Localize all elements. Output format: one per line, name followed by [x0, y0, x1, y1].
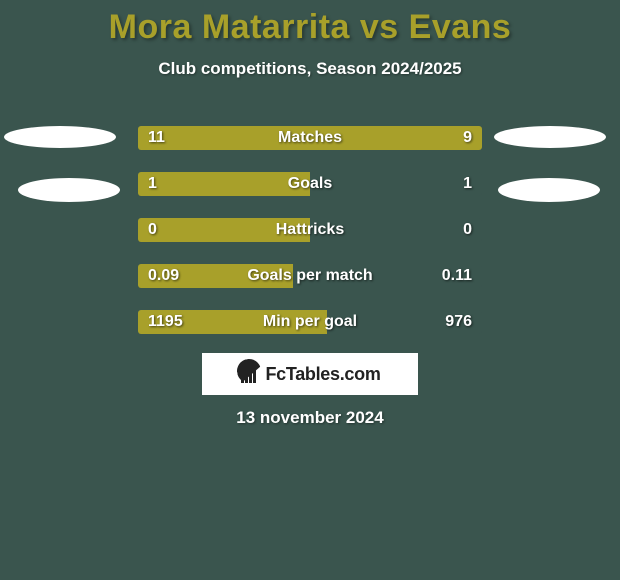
page-title: Mora Matarrita vs Evans — [0, 0, 620, 47]
stat-value-right: 976 — [445, 310, 472, 334]
stats-rows: 11Matches9 1Goals1 0Hattricks0 0.09Goals pe… — [138, 126, 482, 356]
avatar-placeholder — [18, 178, 120, 202]
stat-row: 1Goals1 — [138, 172, 482, 196]
comparison-infographic: Mora Matarrita vs Evans Club competition… — [0, 0, 620, 580]
avatar-placeholder — [494, 126, 606, 148]
infographic-date: 13 november 2024 — [0, 408, 620, 428]
stat-value-right: 1 — [463, 172, 472, 196]
subtitle: Club competitions, Season 2024/2025 — [0, 59, 620, 79]
stat-value-right: 0.11 — [442, 264, 472, 288]
stat-label: Goals — [138, 172, 482, 196]
stat-row: 1195Min per goal976 — [138, 310, 482, 334]
stat-row: 0.09Goals per match0.11 — [138, 264, 482, 288]
stat-label: Hattricks — [138, 218, 482, 242]
stat-label: Matches — [138, 126, 482, 150]
stat-row: 11Matches9 — [138, 126, 482, 150]
brand-text: FcTables.com — [265, 364, 380, 385]
stat-label: Goals per match — [138, 264, 482, 288]
stat-value-right: 0 — [463, 218, 472, 242]
bar-chart-icon — [239, 363, 261, 385]
avatar-placeholder — [4, 126, 116, 148]
stat-label: Min per goal — [138, 310, 482, 334]
avatar-placeholder — [498, 178, 600, 202]
brand-box: FcTables.com — [202, 353, 418, 395]
stat-value-right: 9 — [463, 126, 472, 150]
stat-row: 0Hattricks0 — [138, 218, 482, 242]
